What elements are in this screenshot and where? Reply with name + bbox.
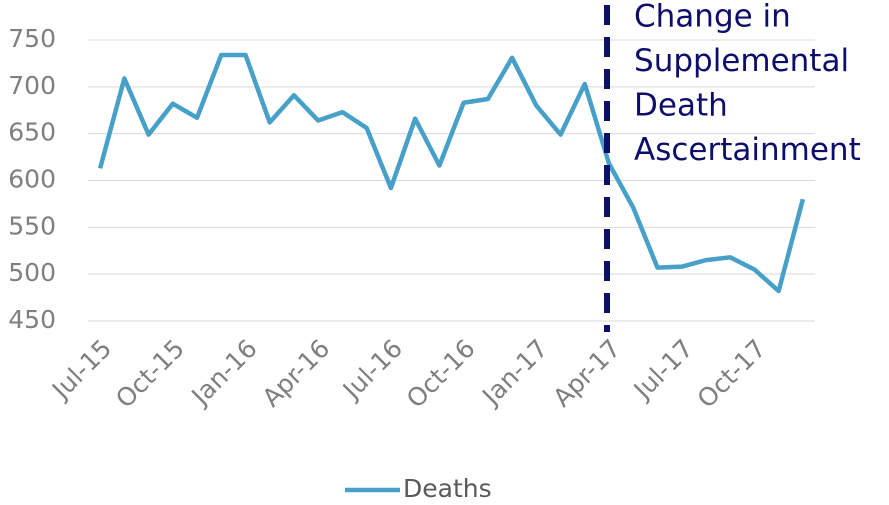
y-tick-label: 500 (8, 258, 56, 287)
x-tick-label: Apr-17 (547, 334, 626, 413)
y-tick-label: 600 (8, 165, 56, 194)
y-tick-label: 650 (8, 118, 56, 147)
y-tick-label: 700 (8, 71, 56, 100)
annotation-text: Ascertainment (634, 132, 861, 168)
annotation-text: Death (634, 88, 728, 124)
x-tick-label: Jan-17 (475, 334, 553, 412)
x-tick-label: Jul-16 (336, 334, 408, 406)
x-tick-label: Oct-17 (692, 334, 772, 414)
y-tick-label: 750 (8, 24, 56, 53)
x-tick-label: Jul-17 (627, 334, 699, 406)
y-tick-label: 450 (8, 305, 56, 334)
x-tick-label: Apr-16 (257, 334, 336, 413)
annotation-text: Change in (634, 0, 791, 35)
x-tick-label: Oct-16 (401, 334, 481, 414)
series-line (97, 52, 806, 294)
x-tick-label: Oct-15 (110, 334, 190, 414)
legend-label: Deaths (403, 474, 492, 503)
x-tick-label: Jul-15 (45, 334, 117, 406)
x-tick-label: Jan-16 (185, 334, 263, 412)
y-tick-label: 550 (8, 211, 56, 240)
annotation-text: Supplemental (634, 43, 849, 79)
